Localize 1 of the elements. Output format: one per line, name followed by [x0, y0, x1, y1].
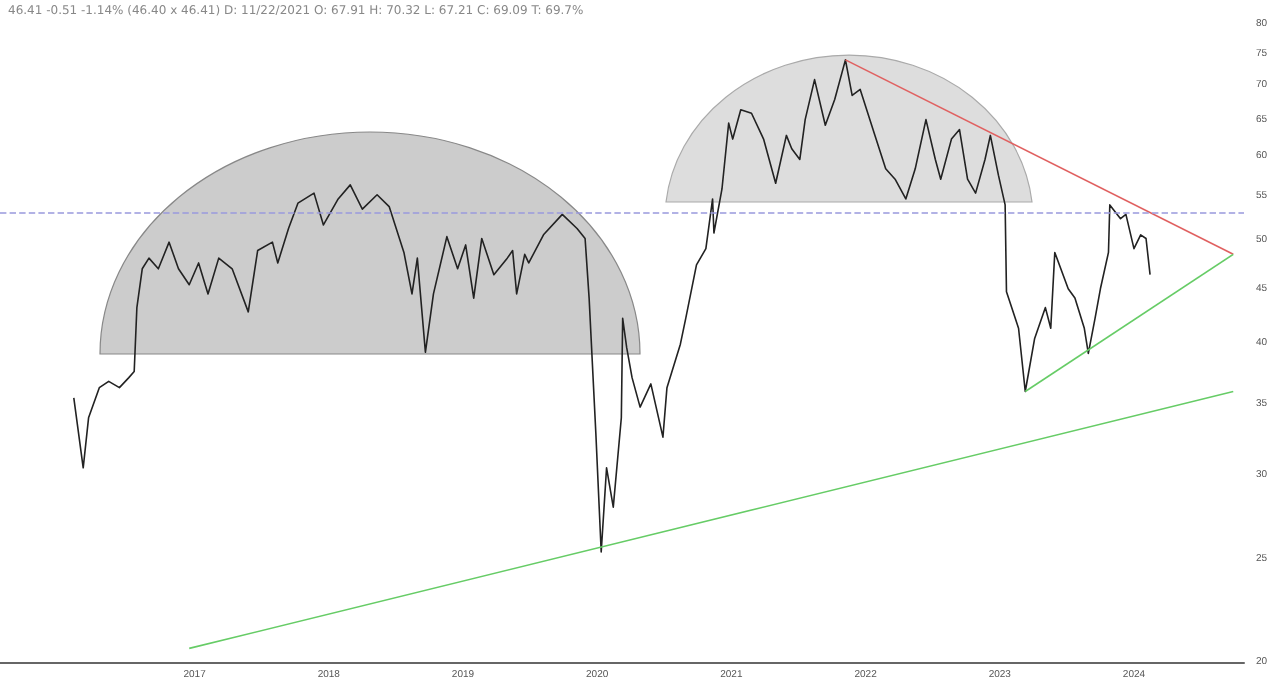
line-series: [73, 59, 1151, 553]
